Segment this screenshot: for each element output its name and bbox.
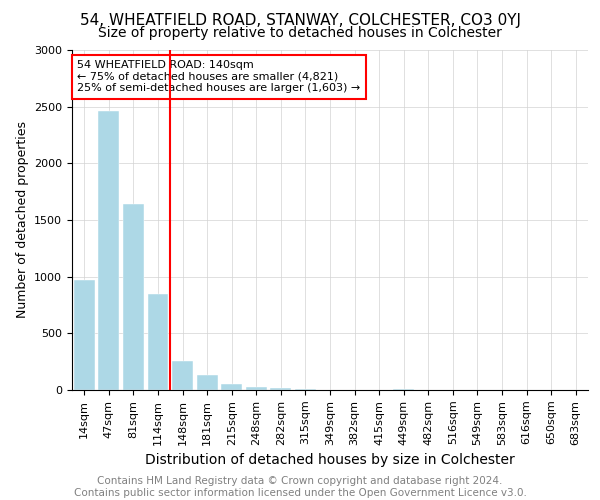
- Text: 54 WHEATFIELD ROAD: 140sqm
← 75% of detached houses are smaller (4,821)
25% of s: 54 WHEATFIELD ROAD: 140sqm ← 75% of deta…: [77, 60, 361, 94]
- Text: Size of property relative to detached houses in Colchester: Size of property relative to detached ho…: [98, 26, 502, 40]
- Bar: [246, 386, 267, 390]
- Bar: [148, 294, 169, 390]
- Y-axis label: Number of detached properties: Number of detached properties: [16, 122, 29, 318]
- Bar: [123, 204, 144, 390]
- Bar: [98, 111, 119, 390]
- Bar: [221, 384, 242, 390]
- Text: 54, WHEATFIELD ROAD, STANWAY, COLCHESTER, CO3 0YJ: 54, WHEATFIELD ROAD, STANWAY, COLCHESTER…: [79, 12, 521, 28]
- Bar: [271, 388, 292, 390]
- Bar: [197, 376, 218, 390]
- Bar: [172, 360, 193, 390]
- Text: Contains HM Land Registry data © Crown copyright and database right 2024.
Contai: Contains HM Land Registry data © Crown c…: [74, 476, 526, 498]
- Bar: [74, 280, 95, 390]
- X-axis label: Distribution of detached houses by size in Colchester: Distribution of detached houses by size …: [145, 453, 515, 467]
